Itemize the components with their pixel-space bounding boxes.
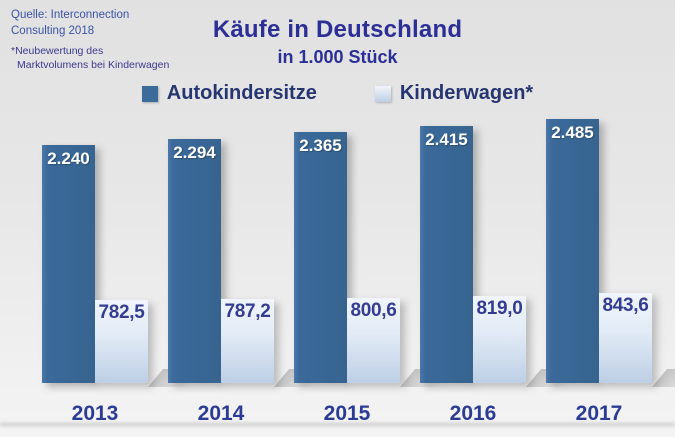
legend-label-autokindersitze: Autokindersitze	[166, 82, 317, 104]
footnote-line-2: Marktvolumens bei Kinderwagen	[17, 59, 170, 72]
legend-item-autokindersitze: Autokindersitze	[141, 82, 317, 105]
value-label-autokindersitze: 2.294	[173, 143, 216, 163]
legend: Autokindersitze Kinderwagen*	[0, 82, 675, 105]
legend-swatch-dark-icon	[141, 85, 158, 102]
bar-kinderwagen-2015: 800,6	[347, 297, 400, 383]
bar-group-2016: 2.415 819,0 2016	[420, 110, 526, 437]
value-label-autokindersitze: 2.365	[299, 135, 342, 155]
legend-label-kinderwagen: Kinderwagen*	[399, 82, 534, 104]
bar-autokindersitze-2016: 2.415	[420, 126, 473, 383]
value-label-kinderwagen: 782,5	[98, 301, 145, 323]
x-axis-label-2016: 2016	[449, 402, 497, 425]
x-axis-label-2015: 2015	[323, 402, 371, 425]
bar-group-2017: 2.485 843,6 2017	[546, 110, 652, 437]
bar-autokindersitze-2014: 2.294	[168, 139, 221, 383]
source-text: Quelle: Interconnection Consulting 2018	[11, 8, 181, 39]
bar-autokindersitze-2015: 2.365	[294, 131, 347, 383]
bar-autokindersitze-2017: 2.485	[546, 119, 599, 383]
footnote-line-1: *Neubewertung des	[11, 45, 104, 57]
chart-subtitle: in 1.000 Stück	[277, 47, 398, 67]
x-axis-label-2013: 2013	[71, 402, 119, 425]
bar-kinderwagen-2016: 819,0	[473, 296, 526, 383]
value-label-autokindersitze: 2.240	[47, 149, 90, 168]
source-line-1: Quelle: Interconnection	[11, 9, 130, 21]
value-label-autokindersitze: 2.415	[425, 130, 468, 150]
value-label-kinderwagen: 819,0	[476, 298, 523, 319]
value-label-autokindersitze: 2.485	[551, 123, 594, 142]
chart-title: Käufe in Deutschland	[212, 16, 463, 43]
legend-item-kinderwagen: Kinderwagen*	[374, 82, 534, 105]
bar-group-2015: 2.365 800,6 2015	[294, 110, 400, 437]
footnote-text: *Neubewertung des Marktvolumens bei Kind…	[11, 44, 221, 72]
value-label-kinderwagen: 787,2	[224, 301, 271, 323]
bar-kinderwagen-2013: 782,5	[95, 299, 148, 383]
source-line-2: Consulting 2018	[11, 24, 95, 37]
bar-group-2014: 2.294 787,2 2014	[168, 110, 274, 437]
x-axis-label-2017: 2017	[575, 402, 623, 425]
value-label-kinderwagen: 800,6	[350, 299, 397, 321]
value-label-kinderwagen: 843,6	[602, 295, 649, 317]
bar-group-2013: 2.240 782,5 2013	[42, 110, 148, 437]
x-axis-label-2014: 2014	[197, 402, 245, 425]
bar-autokindersitze-2013: 2.240	[42, 145, 95, 383]
slide-bottom-edge-shadow	[0, 423, 675, 426]
bar-kinderwagen-2014: 787,2	[221, 299, 274, 383]
bar-kinderwagen-2017: 843,6	[599, 293, 652, 383]
legend-swatch-light-icon	[374, 85, 391, 102]
